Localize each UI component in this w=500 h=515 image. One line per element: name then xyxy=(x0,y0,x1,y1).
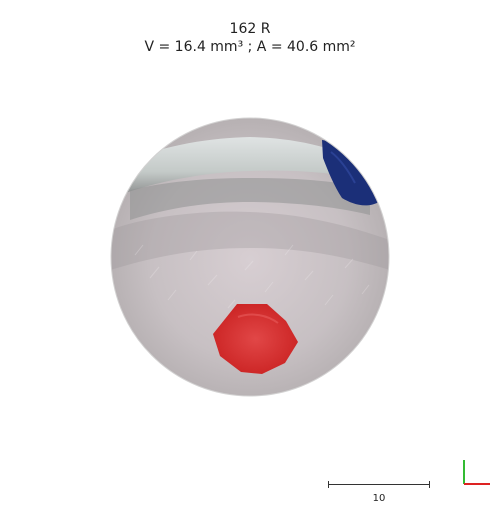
scale-label: 10 xyxy=(372,493,386,504)
scale-tick-right xyxy=(429,481,430,488)
header: 162 R V = 16.4 mm³ ; A = 40.6 mm² xyxy=(0,20,500,56)
image-title: 162 R xyxy=(229,21,271,37)
scale-bar: 10 xyxy=(328,478,430,506)
measurement-summary: V = 16.4 mm³ ; A = 40.6 mm² xyxy=(144,39,356,55)
axis-indicator xyxy=(463,460,490,485)
red-lesion-overlay xyxy=(213,304,298,374)
scale-line xyxy=(328,484,430,485)
scale-tick-left xyxy=(328,481,329,488)
